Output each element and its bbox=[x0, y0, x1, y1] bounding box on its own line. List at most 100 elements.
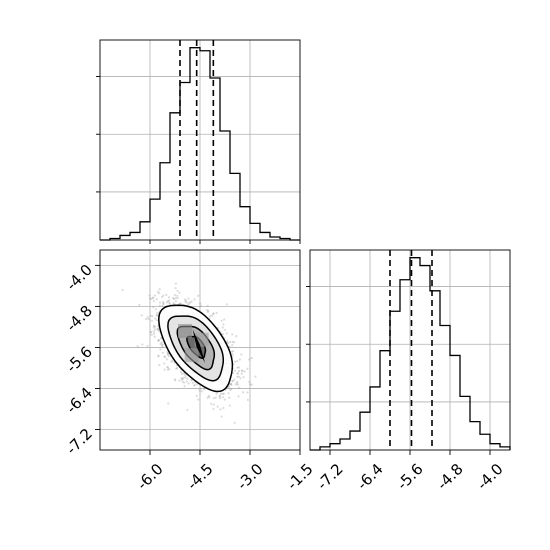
scatter-point bbox=[229, 340, 232, 344]
scatter-point bbox=[168, 368, 171, 371]
scatter-point bbox=[246, 367, 249, 370]
scatter-point bbox=[228, 404, 231, 407]
scatter-contour-panel: -6.0 -4.5 -3.0 -1.5 -4.0 -4.8 -5.6 -6.4 -7.2 bbox=[63, 249, 317, 493]
scatter-point bbox=[153, 328, 157, 331]
scatter-point bbox=[146, 344, 149, 347]
density-cell bbox=[184, 348, 199, 363]
scatter-point bbox=[199, 304, 202, 307]
scatter-point bbox=[159, 343, 162, 346]
scatter-point bbox=[240, 369, 243, 372]
density-peak bbox=[192, 329, 205, 363]
scatter-point bbox=[226, 341, 230, 345]
scatter-point bbox=[162, 302, 165, 305]
scatter-point bbox=[243, 370, 246, 373]
scatter-point bbox=[222, 392, 225, 395]
scatter-point bbox=[184, 299, 188, 302]
scatter-point bbox=[157, 355, 160, 358]
scatter-point bbox=[254, 375, 257, 378]
scatter-point bbox=[222, 323, 225, 326]
scatter-point bbox=[168, 303, 171, 306]
scatter-point bbox=[249, 383, 252, 386]
scatter-point bbox=[237, 395, 240, 398]
scatter-point bbox=[196, 383, 199, 386]
scatter-point bbox=[154, 325, 157, 328]
scatter-point bbox=[224, 328, 227, 332]
scatter-point bbox=[190, 379, 193, 382]
scatter-point bbox=[216, 405, 219, 408]
scatter-point bbox=[212, 403, 215, 406]
scatter-point bbox=[163, 355, 166, 358]
y-tick-label: -7.2 bbox=[63, 425, 96, 458]
scatter-point bbox=[163, 362, 166, 365]
scatter-point bbox=[153, 335, 156, 338]
scatter-point bbox=[157, 339, 160, 342]
scatter-point bbox=[232, 350, 235, 353]
y-tick-label: -4.8 bbox=[63, 302, 96, 335]
scatter-area bbox=[100, 250, 300, 450]
scatter-point bbox=[186, 408, 189, 411]
scatter-point bbox=[155, 313, 158, 316]
scatter-point bbox=[242, 375, 245, 379]
scatter-point bbox=[237, 375, 240, 378]
scatter-point bbox=[221, 396, 225, 399]
x-tick-label: -4.5 bbox=[183, 460, 216, 493]
scatter-point bbox=[191, 381, 194, 384]
scatter-point bbox=[149, 331, 152, 334]
scatter-point bbox=[226, 339, 229, 342]
x-tick-label: -3.0 bbox=[233, 460, 266, 493]
x-tick-label: -1.5 bbox=[283, 460, 316, 493]
histogram-x-panel bbox=[96, 39, 301, 244]
scatter-point bbox=[183, 298, 187, 301]
scatter-point bbox=[231, 340, 234, 344]
x-tick-label: -5.6 bbox=[393, 460, 426, 493]
scatter-point bbox=[220, 415, 223, 418]
scatter-point bbox=[229, 388, 232, 392]
scatter-point bbox=[250, 356, 253, 360]
scatter-point bbox=[246, 391, 249, 394]
scatter-point bbox=[159, 337, 163, 340]
scatter-point bbox=[182, 372, 185, 375]
scatter-point bbox=[166, 365, 169, 369]
scatter-point bbox=[152, 332, 156, 335]
scatter-point bbox=[206, 304, 209, 308]
scatter-point bbox=[174, 287, 177, 290]
scatter-point bbox=[161, 351, 165, 354]
scatter-point bbox=[185, 380, 188, 383]
scatter-point bbox=[230, 350, 234, 353]
scatter-point bbox=[187, 382, 190, 385]
scatter-point bbox=[199, 302, 202, 305]
scatter-point bbox=[193, 383, 196, 386]
density-cell bbox=[178, 324, 192, 339]
scatter-point bbox=[230, 387, 233, 391]
y-tick-label: -5.6 bbox=[63, 343, 96, 376]
scatter-point bbox=[211, 312, 215, 315]
scatter-point bbox=[211, 314, 214, 317]
scatter-point bbox=[161, 343, 164, 346]
scatter-point bbox=[231, 333, 234, 336]
scatter-point bbox=[218, 395, 221, 398]
scatter-point bbox=[233, 341, 236, 344]
scatter-point bbox=[166, 366, 169, 369]
scatter-point bbox=[206, 309, 209, 312]
scatter-point bbox=[246, 398, 249, 402]
scatter-point bbox=[174, 379, 177, 382]
scatter-point bbox=[152, 297, 155, 300]
scatter-point bbox=[166, 300, 170, 303]
scatter-point bbox=[228, 345, 231, 348]
scatter-point bbox=[152, 305, 155, 309]
scatter-point bbox=[228, 396, 231, 399]
histogram-y-panel: -7.2 -6.4 -5.6 -4.8 -4.0 bbox=[306, 249, 511, 493]
scatter-point bbox=[161, 344, 164, 347]
scatter-point bbox=[190, 300, 193, 303]
scatter-point bbox=[136, 345, 139, 348]
scatter-point bbox=[160, 341, 163, 344]
scatter-point bbox=[202, 388, 206, 391]
x-tick-label: -6.4 bbox=[353, 460, 386, 493]
scatter-point bbox=[212, 312, 215, 315]
scatter-point bbox=[162, 300, 165, 303]
scatter-point bbox=[207, 394, 210, 397]
scatter-point bbox=[174, 297, 177, 300]
scatter-point bbox=[219, 408, 222, 411]
scatter-point bbox=[193, 384, 196, 387]
